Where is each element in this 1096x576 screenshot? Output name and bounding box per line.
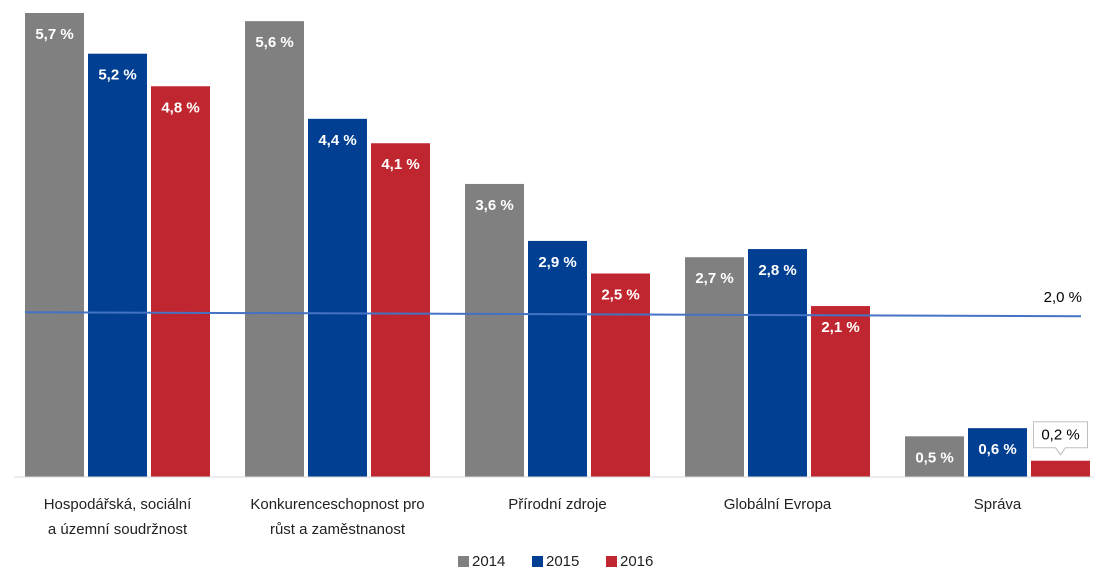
bar-2015-2: [528, 241, 587, 477]
legend-swatch-2014: [458, 556, 469, 567]
value-label-2014-2: 3,6 %: [475, 197, 513, 214]
value-label-2015-1: 4,4 %: [318, 132, 356, 149]
value-label-2016-3: 2,1 %: [821, 319, 859, 336]
bar-2016-0: [151, 86, 210, 477]
bar-2014-2: [465, 184, 524, 477]
category-label-2-0: Přírodní zdroje: [508, 496, 606, 513]
value-label-2014-0: 5,7 %: [35, 26, 73, 43]
bar-2014-3: [685, 257, 744, 477]
legend-swatch-2016: [606, 556, 617, 567]
category-label-1-1: růst a zaměstnanost: [270, 521, 406, 538]
category-label-3-0: Globální Evropa: [724, 496, 832, 513]
bar-2015-0: [88, 54, 147, 477]
legend-label-2016: 2016: [620, 553, 653, 570]
bar-2015-3: [748, 249, 807, 477]
value-label-2015-2: 2,9 %: [538, 254, 576, 271]
value-label-2016-0: 4,8 %: [161, 99, 199, 116]
category-label-0-0: Hospodářská, sociální: [44, 496, 192, 513]
legend-swatch-2015: [532, 556, 543, 567]
category-label-0-1: a územní soudržnost: [48, 521, 188, 538]
value-label-2015-4: 0,6 %: [978, 441, 1016, 458]
category-label-4-0: Správa: [974, 496, 1022, 513]
value-label-2016-4: 0,2 %: [1041, 427, 1079, 444]
bars-layer: [25, 13, 1090, 477]
value-label-2015-3: 2,8 %: [758, 262, 796, 279]
category-labels-layer: Hospodářská, sociální a územní soudržnost…: [44, 496, 1022, 538]
legend-label-2015: 2015: [546, 553, 579, 570]
bar-2014-0: [25, 13, 84, 477]
bar-2016-2: [591, 273, 650, 477]
value-label-2014-4: 0,5 %: [915, 449, 953, 466]
legend-label-2014: 2014: [472, 553, 505, 570]
category-label-1-0: Konkurenceschopnost pro: [250, 496, 424, 513]
value-label-2014-1: 5,6 %: [255, 34, 293, 51]
value-label-2015-0: 5,2 %: [98, 67, 136, 84]
bar-2016-1: [371, 143, 430, 477]
value-label-2016-2: 2,5 %: [601, 286, 639, 303]
bar-2016-4: [1031, 461, 1090, 477]
value-label-2014-3: 2,7 %: [695, 270, 733, 287]
legend: 2014 2015 2016: [458, 553, 653, 570]
bar-2014-1: [245, 21, 304, 477]
value-label-2016-1: 4,1 %: [381, 156, 419, 173]
bar-2015-1: [308, 119, 367, 477]
reference-line-label: 2,0 %: [1044, 289, 1082, 306]
